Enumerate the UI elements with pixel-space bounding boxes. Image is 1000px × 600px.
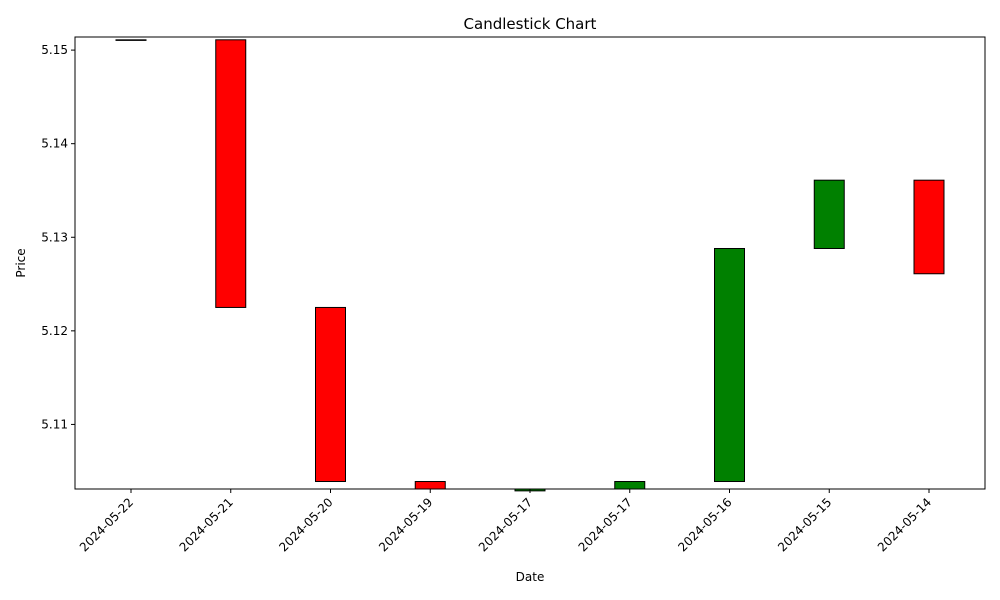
candle-2024-05-22-0 [115,39,147,41]
y-tick-label: 5.13 [41,230,68,244]
candles-layer [115,39,945,492]
candle-2024-05-21-1 [215,39,247,308]
candle-2024-05-17-5 [614,481,646,490]
candle-2024-05-20-2 [315,306,346,483]
candle-2024-05-15-7 [813,179,845,249]
y-axis-title: Price [14,248,28,277]
candle-2024-05-19-3 [414,481,446,490]
y-tick-label: 5.14 [41,137,68,151]
candle-2024-05-14-8 [913,179,945,275]
y-axis: 5.11 5.12 5.13 5.14 5.15 [41,43,75,431]
y-tick-label: 5.11 [41,417,68,431]
x-axis-title: Date [516,570,545,584]
candle-2024-05-16-6 [714,247,745,483]
y-tick-label: 5.12 [41,324,68,338]
y-tick-label: 5.15 [41,43,68,57]
chart-title: Candlestick Chart [464,15,597,33]
